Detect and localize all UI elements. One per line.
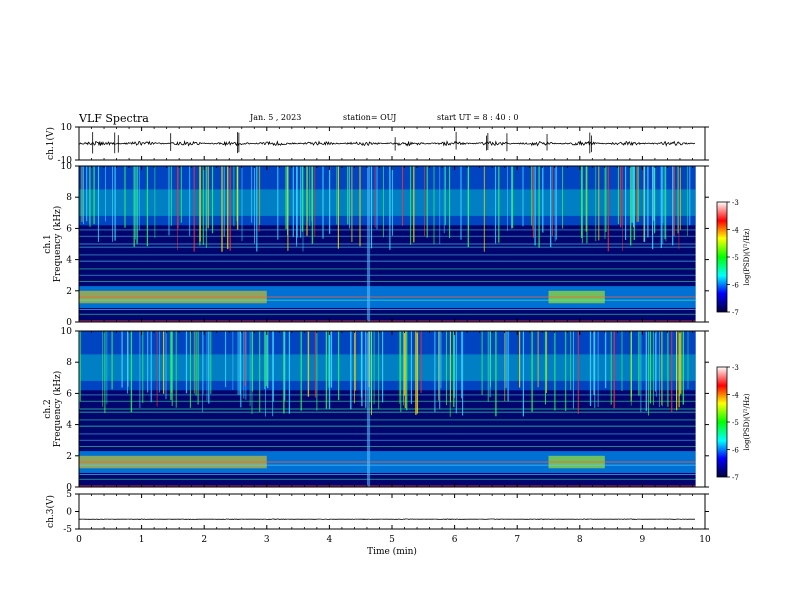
ch2-spectrogram-ylabel: ch.2 Frequency (kHz)	[43, 371, 63, 448]
ch3-waveform-ylabel: ch.3(V)	[45, 495, 56, 528]
ch3-waveform-ytick-label: -5	[63, 525, 72, 535]
ch1-waveform-trace	[78, 139, 696, 147]
ch1-spectrogram-ytick-label: 0	[66, 318, 72, 328]
ch1-spectrogram-image	[79, 166, 696, 322]
ch2-spectrogram-upper-band	[79, 331, 696, 391]
ch2-spectrogram-ytick-label: 8	[66, 358, 72, 368]
ch2-spectrogram-ylabel-line: Frequency (kHz)	[52, 371, 63, 448]
ch1-spectrogram-colorbar-tick-label: -7	[732, 309, 739, 317]
ch1-spectrogram-ytick-label: 10	[61, 162, 73, 172]
ch1-waveform-ytick-label: 10	[61, 123, 73, 133]
xtick-label: 9	[640, 535, 646, 545]
ch1-spectrogram-ytick-label: 2	[66, 287, 72, 297]
xtick-label: 8	[577, 535, 583, 545]
xtick-label: 3	[264, 535, 270, 545]
ch1-spectrogram-ytick-label: 6	[66, 224, 72, 234]
ch2-spectrogram-colorbar-label-text: log(PSD)(V²/Hz)	[743, 393, 751, 450]
ch2-spectrogram-colorbar-label: log(PSD)(V²/Hz)	[743, 393, 751, 450]
xtick-label: 2	[201, 535, 207, 545]
ch2-spectrogram-ytick-label: 6	[66, 389, 72, 399]
ch2-spectrogram-ytick-label: 10	[61, 327, 73, 337]
ch1-waveform-ylabel: ch.1(V)	[45, 127, 56, 160]
xtick-label: 7	[514, 535, 520, 545]
ch1-spectrogram-hot-line	[79, 296, 696, 298]
ch2-spectrogram-image	[79, 331, 696, 487]
ch3-waveform-ylabel-line: ch.3(V)	[45, 495, 56, 528]
ch1-waveform-ytick-label: -10	[58, 156, 73, 166]
ch1-spectrogram-colorbar-tick-label: -4	[732, 227, 739, 235]
station-label: station= OUJ	[343, 113, 397, 122]
ch2-spectrogram-colorbar-tick-label: -3	[732, 364, 739, 372]
ch2-spectrogram-burst	[366, 331, 371, 487]
start-time-label: start UT = 8 : 40 : 0	[437, 113, 519, 122]
ch1-spectrogram-colorbar-tick-label: -3	[732, 199, 739, 207]
ch1-spectrogram-ylabel: ch.1 Frequency (kHz)	[43, 206, 63, 283]
ch1-spectrogram-ytick-label: 4	[66, 256, 72, 266]
ch2-spectrogram-dc-line	[79, 485, 696, 487]
xtick-label: 1	[139, 535, 145, 545]
xtick-label: 10	[699, 535, 711, 545]
ch1-spectrogram-dc-line	[79, 320, 696, 322]
ch1-spectrogram-colorbar-tick-label: -5	[732, 254, 739, 262]
ch1-spectrogram-ylabel-line: ch.1	[43, 234, 53, 253]
ch1-spectrogram-burst	[366, 166, 371, 322]
ch2-spectrogram-colorbar-tick-label: -4	[732, 392, 739, 400]
plot-title: VLF Spectra	[79, 112, 149, 125]
ch2-spectrogram-colorbar-tick-label: -5	[732, 419, 739, 427]
date-label: Jan. 5 , 2023	[250, 113, 302, 122]
ch2-spectrogram-colorbar-tick-label: -7	[732, 474, 739, 482]
ch2-spectrogram-upper-haze	[79, 354, 696, 381]
xtick-label: 5	[389, 535, 395, 545]
ch2-spectrogram-colorbar-tick-label: -6	[732, 447, 739, 455]
ch2-spectrogram-ylabel-line: ch.2	[43, 399, 53, 418]
x-axis-label: Time (min)	[367, 546, 417, 557]
ch2-spectrogram-ytick-label: 4	[66, 421, 72, 431]
ch1-spectrogram-ylabel-line: Frequency (kHz)	[52, 206, 63, 283]
ch3-waveform-ytick-label: 5	[66, 490, 72, 500]
xtick-label: 6	[452, 535, 458, 545]
ch1-spectrogram-colorbar-label-text: log(PSD)(V²/Hz)	[743, 228, 751, 285]
ch1-waveform-ylabel-line: ch.1(V)	[45, 127, 56, 160]
xtick-label: 0	[76, 535, 82, 545]
ch2-spectrogram-ytick-label: 0	[66, 483, 72, 493]
ch2-spectrogram-colorbar	[716, 366, 728, 478]
ch3-waveform-trace	[78, 518, 696, 520]
xtick-label: 4	[327, 535, 333, 545]
ch3-waveform-ytick-label: 0	[66, 508, 72, 518]
ch3-waveform-frame	[78, 493, 706, 530]
ch2-spectrogram-hot-line	[79, 461, 696, 463]
ch1-spectrogram-colorbar-tick-label: -6	[732, 282, 739, 290]
ch1-spectrogram-colorbar	[716, 201, 728, 313]
ch2-spectrogram-ytick-label: 2	[66, 452, 72, 462]
ch1-spectrogram-ytick-label: 8	[66, 193, 72, 203]
ch1-spectrogram-colorbar-label: log(PSD)(V²/Hz)	[743, 228, 751, 285]
